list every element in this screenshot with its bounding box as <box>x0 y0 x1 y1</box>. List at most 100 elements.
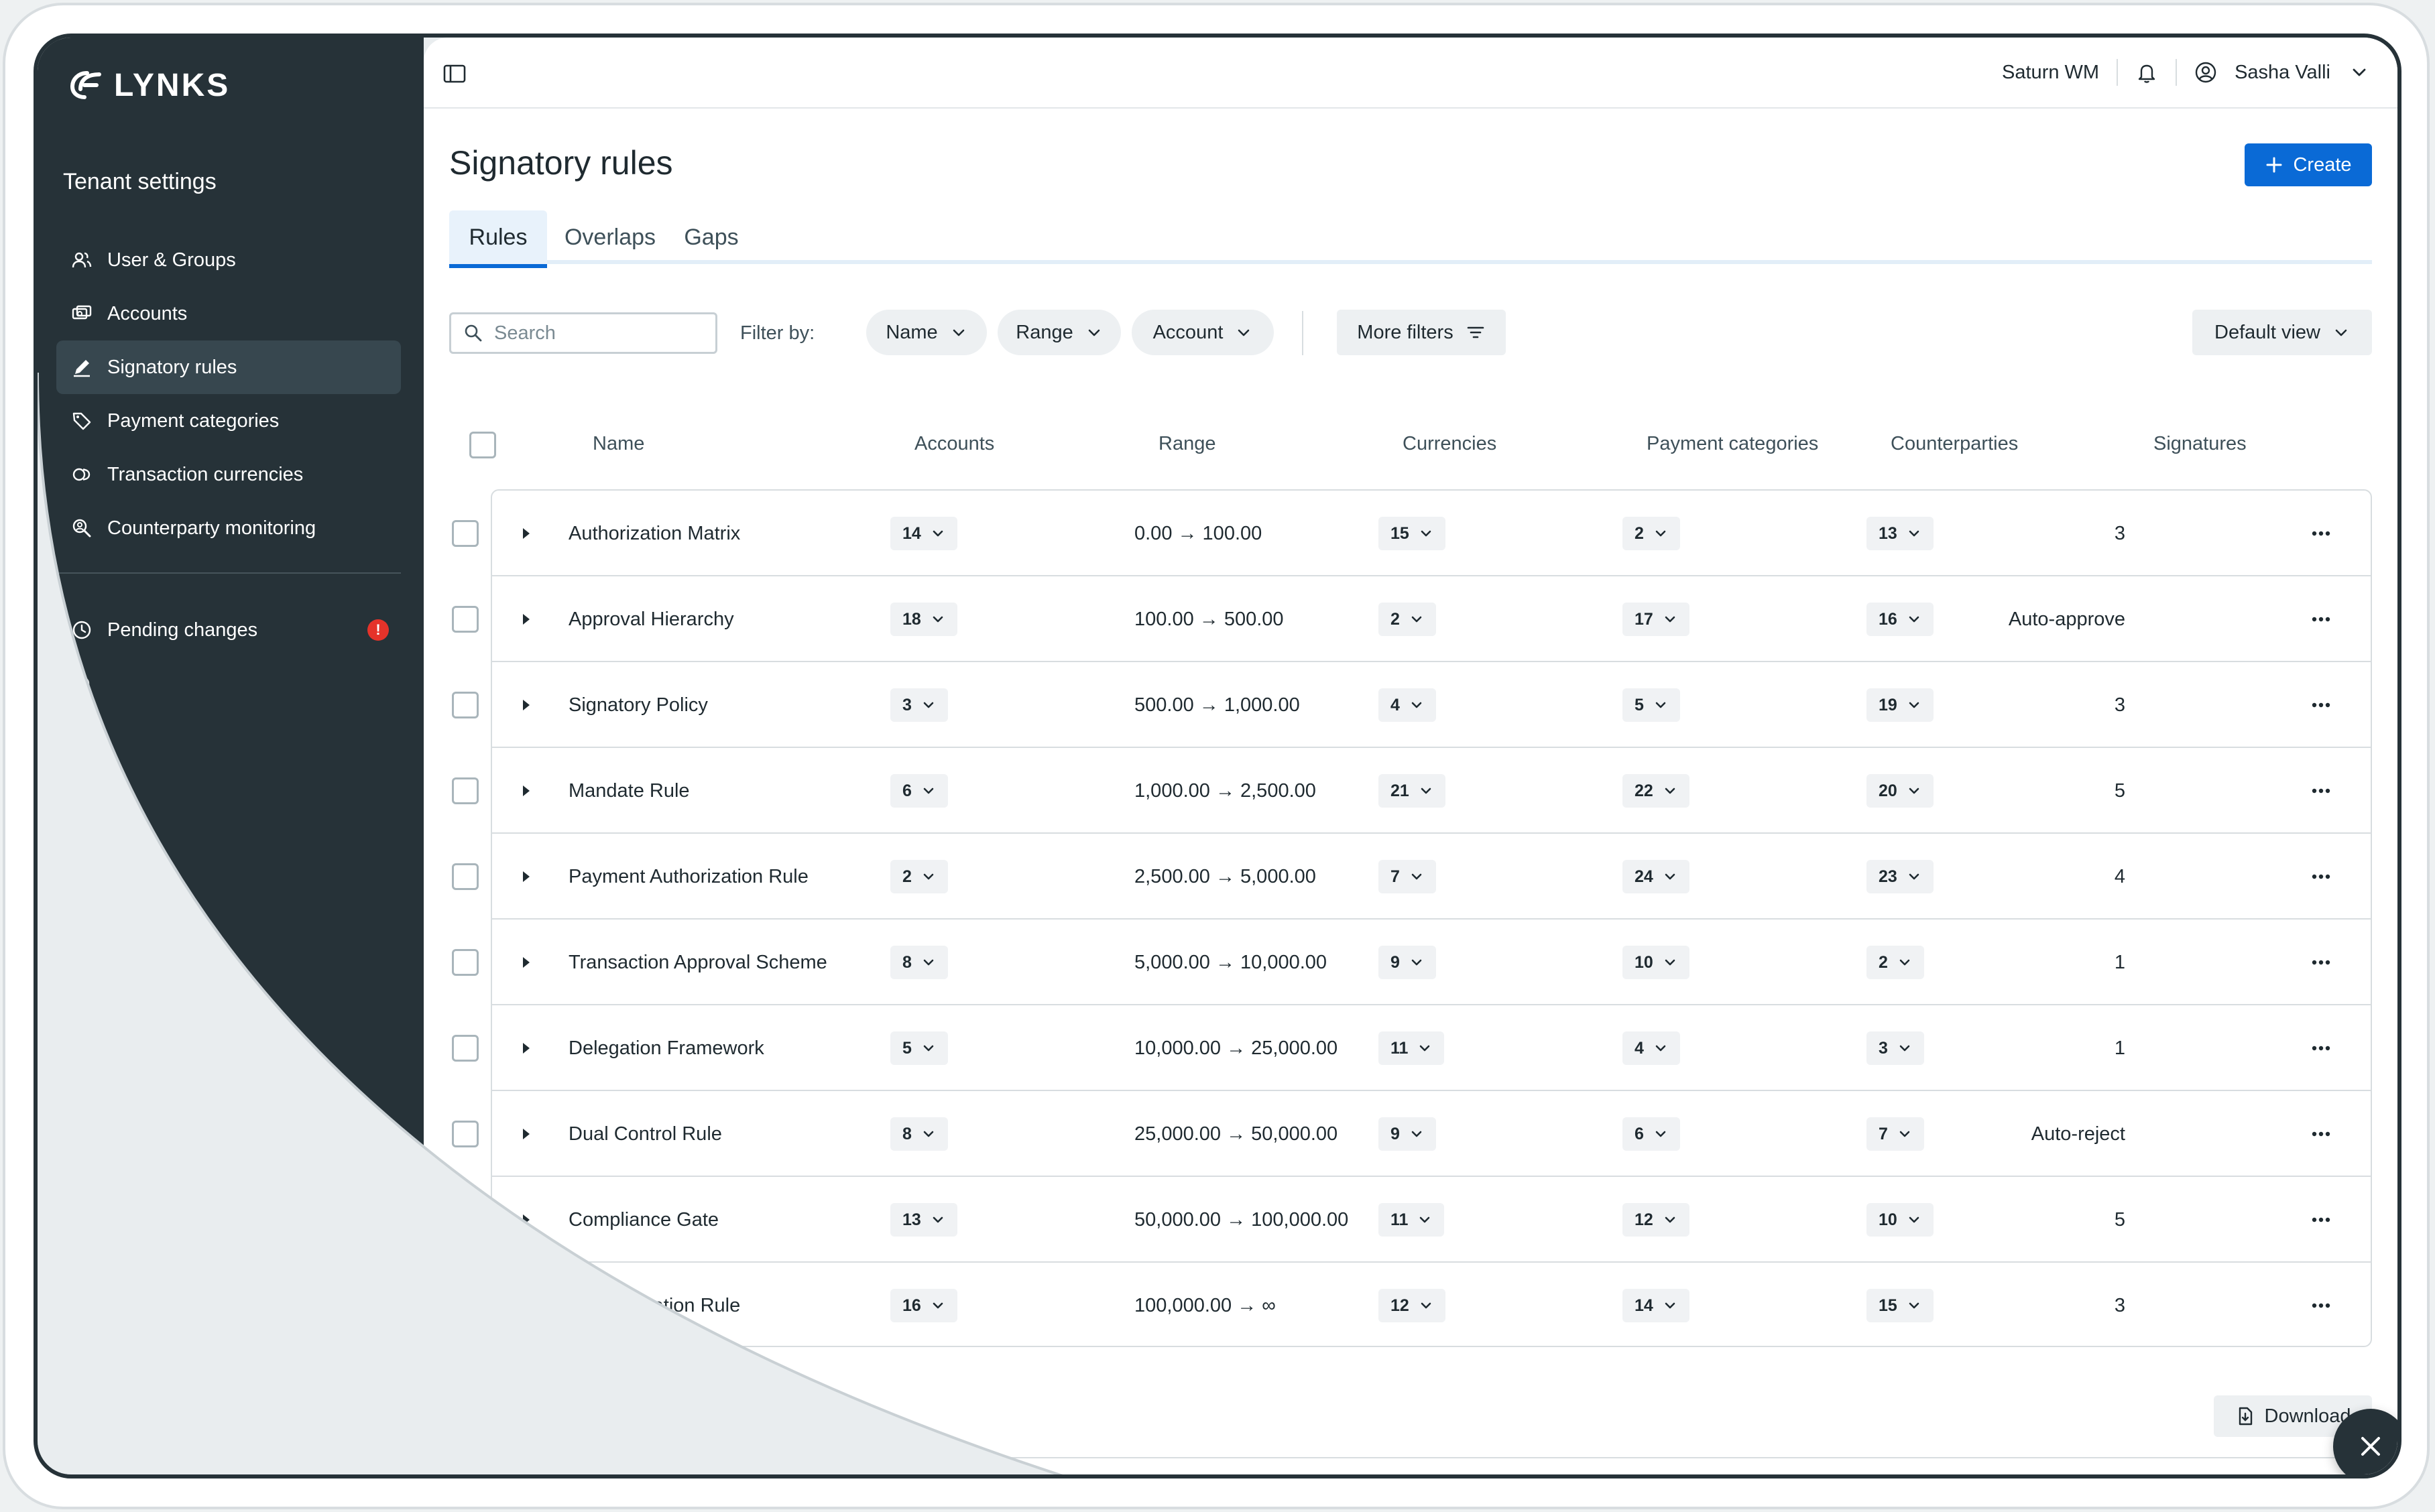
more-actions-icon[interactable] <box>2308 1292 2334 1319</box>
currencies-count-dropdown[interactable]: 9 <box>1378 946 1436 979</box>
more-actions-icon[interactable] <box>2308 692 2334 718</box>
filter-chip-name[interactable]: Name <box>866 310 987 355</box>
caret-right-icon[interactable] <box>516 1038 536 1058</box>
table-row[interactable]: Delegation Framework 5 10,000.00 → 25,000.… <box>452 1005 2371 1091</box>
currencies-count-dropdown[interactable]: 2 <box>1378 603 1436 636</box>
column-header-counterparties[interactable]: Counterparties <box>1891 433 2019 454</box>
payment-categories-count-dropdown[interactable]: 22 <box>1622 774 1689 808</box>
tab-gaps[interactable]: Gaps <box>684 224 739 250</box>
column-header-currencies[interactable]: Currencies <box>1403 433 1497 454</box>
rule-name[interactable]: Signatory Policy <box>569 694 708 716</box>
counterparties-count-dropdown[interactable]: 19 <box>1866 688 1934 722</box>
counterparties-count-dropdown[interactable]: 23 <box>1866 860 1934 893</box>
tab-rules[interactable]: Rules <box>449 210 547 268</box>
accounts-count-dropdown[interactable]: 3 <box>890 688 948 722</box>
payment-categories-count-dropdown[interactable]: 17 <box>1622 603 1689 636</box>
accounts-count-dropdown[interactable]: 6 <box>890 774 948 808</box>
payment-categories-count-dropdown[interactable]: 6 <box>1622 1117 1680 1151</box>
row-checkbox[interactable] <box>452 863 479 890</box>
accounts-count-dropdown[interactable]: 16 <box>890 1289 957 1322</box>
row-checkbox[interactable] <box>452 692 479 718</box>
sidebar-item-history[interactable] <box>56 657 401 710</box>
counterparties-count-dropdown[interactable]: 7 <box>1866 1117 1924 1151</box>
caret-right-icon[interactable] <box>516 1296 536 1316</box>
currencies-count-dropdown[interactable]: 4 <box>1378 688 1436 722</box>
user-name[interactable]: Sasha Valli <box>2235 61 2330 83</box>
column-header-payment-categories[interactable]: Payment categories <box>1647 433 1819 454</box>
accounts-count-dropdown[interactable]: 2 <box>890 860 948 893</box>
table-row[interactable]: Dual Control Rule 8 25,000.00 → 50,000.00 9… <box>452 1091 2371 1177</box>
tenant-name[interactable]: Saturn WM <box>2002 61 2100 83</box>
brand-logo[interactable]: LYNKS <box>67 55 230 115</box>
caret-right-icon[interactable] <box>516 952 536 972</box>
counterparties-count-dropdown[interactable]: 13 <box>1866 517 1934 550</box>
currencies-count-dropdown[interactable]: 7 <box>1378 860 1436 893</box>
column-header-accounts[interactable]: Accounts <box>914 433 995 454</box>
caret-right-icon[interactable] <box>516 523 536 544</box>
support-link[interactable]: Support <box>64 1407 400 1448</box>
row-checkbox[interactable] <box>452 949 479 976</box>
rule-name[interactable]: Transaction Approval Scheme <box>569 951 827 973</box>
caret-right-icon[interactable] <box>516 781 536 801</box>
select-all-checkbox[interactable] <box>469 432 496 458</box>
table-row[interactable]: Mandate Rule 6 1,000.00 → 2,500.00 21 22 20 5 <box>452 748 2371 834</box>
accounts-count-dropdown[interactable]: 14 <box>890 517 957 550</box>
sidebar-item-payment-categories[interactable]: Payment categories <box>56 394 401 448</box>
currencies-count-dropdown[interactable]: 15 <box>1378 517 1445 550</box>
counterparties-count-dropdown[interactable]: 3 <box>1866 1031 1924 1065</box>
currencies-count-dropdown[interactable]: 12 <box>1378 1289 1445 1322</box>
more-actions-icon[interactable] <box>2308 520 2334 547</box>
table-row[interactable]: Payment Authorization Rule 2 2,500.00 → 5,… <box>452 834 2371 920</box>
row-checkbox[interactable] <box>452 777 479 804</box>
rule-name[interactable]: Authorization Matrix <box>569 522 741 544</box>
rule-name[interactable]: Payment Authorization Rule <box>569 865 809 887</box>
row-checkbox[interactable] <box>452 1121 479 1147</box>
caret-right-icon[interactable] <box>516 609 536 629</box>
sidebar-item-signatory-rules[interactable]: Signatory rules <box>56 340 401 394</box>
accounts-count-dropdown[interactable]: 8 <box>890 946 948 979</box>
sidebar-item-transaction-currencies[interactable]: Transaction currencies <box>56 448 401 501</box>
caret-right-icon[interactable] <box>516 867 536 887</box>
table-row[interactable]: Signatory Policy 3 500.00 → 1,000.00 4 5 19 3 <box>452 662 2371 748</box>
rule-name[interactable]: Delegation Framework <box>569 1037 764 1059</box>
row-checkbox[interactable] <box>452 1035 479 1062</box>
rule-name[interactable]: Risk Mitigation Rule <box>569 1294 741 1316</box>
more-actions-icon[interactable] <box>2308 606 2334 633</box>
search-input[interactable] <box>494 322 709 344</box>
close-fab-button[interactable] <box>2333 1409 2397 1474</box>
caret-right-icon[interactable] <box>516 1210 536 1230</box>
accounts-count-dropdown[interactable]: 18 <box>890 603 957 636</box>
payment-categories-count-dropdown[interactable]: 4 <box>1622 1031 1680 1065</box>
table-row[interactable]: Authorization Matrix 14 0.00 → 100.00 15 2 13… <box>452 491 2371 576</box>
sidebar-item-users-groups[interactable]: User & Groups <box>56 233 401 287</box>
counterparties-count-dropdown[interactable]: 15 <box>1866 1289 1934 1322</box>
bell-icon[interactable] <box>2135 61 2158 84</box>
payment-categories-count-dropdown[interactable]: 24 <box>1622 860 1689 893</box>
table-row[interactable]: Approval Hierarchy 18 100.00 → 500.00 2 17 16… <box>452 576 2371 662</box>
sidebar-toggle-icon[interactable] <box>442 62 467 86</box>
counterparties-count-dropdown[interactable]: 20 <box>1866 774 1934 808</box>
rule-name[interactable]: Dual Control Rule <box>569 1123 722 1145</box>
rule-name[interactable]: Mandate Rule <box>569 779 690 802</box>
table-row[interactable]: Transaction Approval Scheme 8 5,000.00 → 1… <box>452 920 2371 1005</box>
more-actions-icon[interactable] <box>2308 863 2334 890</box>
search-box[interactable] <box>449 312 717 354</box>
more-actions-icon[interactable] <box>2308 1121 2334 1147</box>
more-actions-icon[interactable] <box>2308 777 2334 804</box>
payment-categories-count-dropdown[interactable]: 12 <box>1622 1203 1689 1237</box>
column-header-name[interactable]: Name <box>593 433 645 454</box>
more-filters-button[interactable]: More filters <box>1337 310 1506 355</box>
table-row[interactable]: Compliance Gate 13 50,000.00 → 100,000.00 1… <box>452 1177 2371 1263</box>
row-checkbox[interactable] <box>452 1292 479 1319</box>
create-button[interactable]: Create <box>2245 143 2372 186</box>
filter-chip-range[interactable]: Range <box>998 310 1121 355</box>
chevron-down-icon[interactable] <box>2348 61 2371 84</box>
caret-right-icon[interactable] <box>516 695 536 715</box>
payment-categories-count-dropdown[interactable]: 2 <box>1622 517 1680 550</box>
sidebar-item-pending-changes[interactable]: Pending changes ! <box>56 603 401 657</box>
row-checkbox[interactable] <box>452 606 479 633</box>
sidebar-item-accounts[interactable]: Accounts <box>56 287 401 340</box>
more-actions-icon[interactable] <box>2308 1206 2334 1233</box>
more-actions-icon[interactable] <box>2308 1035 2334 1062</box>
more-actions-icon[interactable] <box>2308 949 2334 976</box>
